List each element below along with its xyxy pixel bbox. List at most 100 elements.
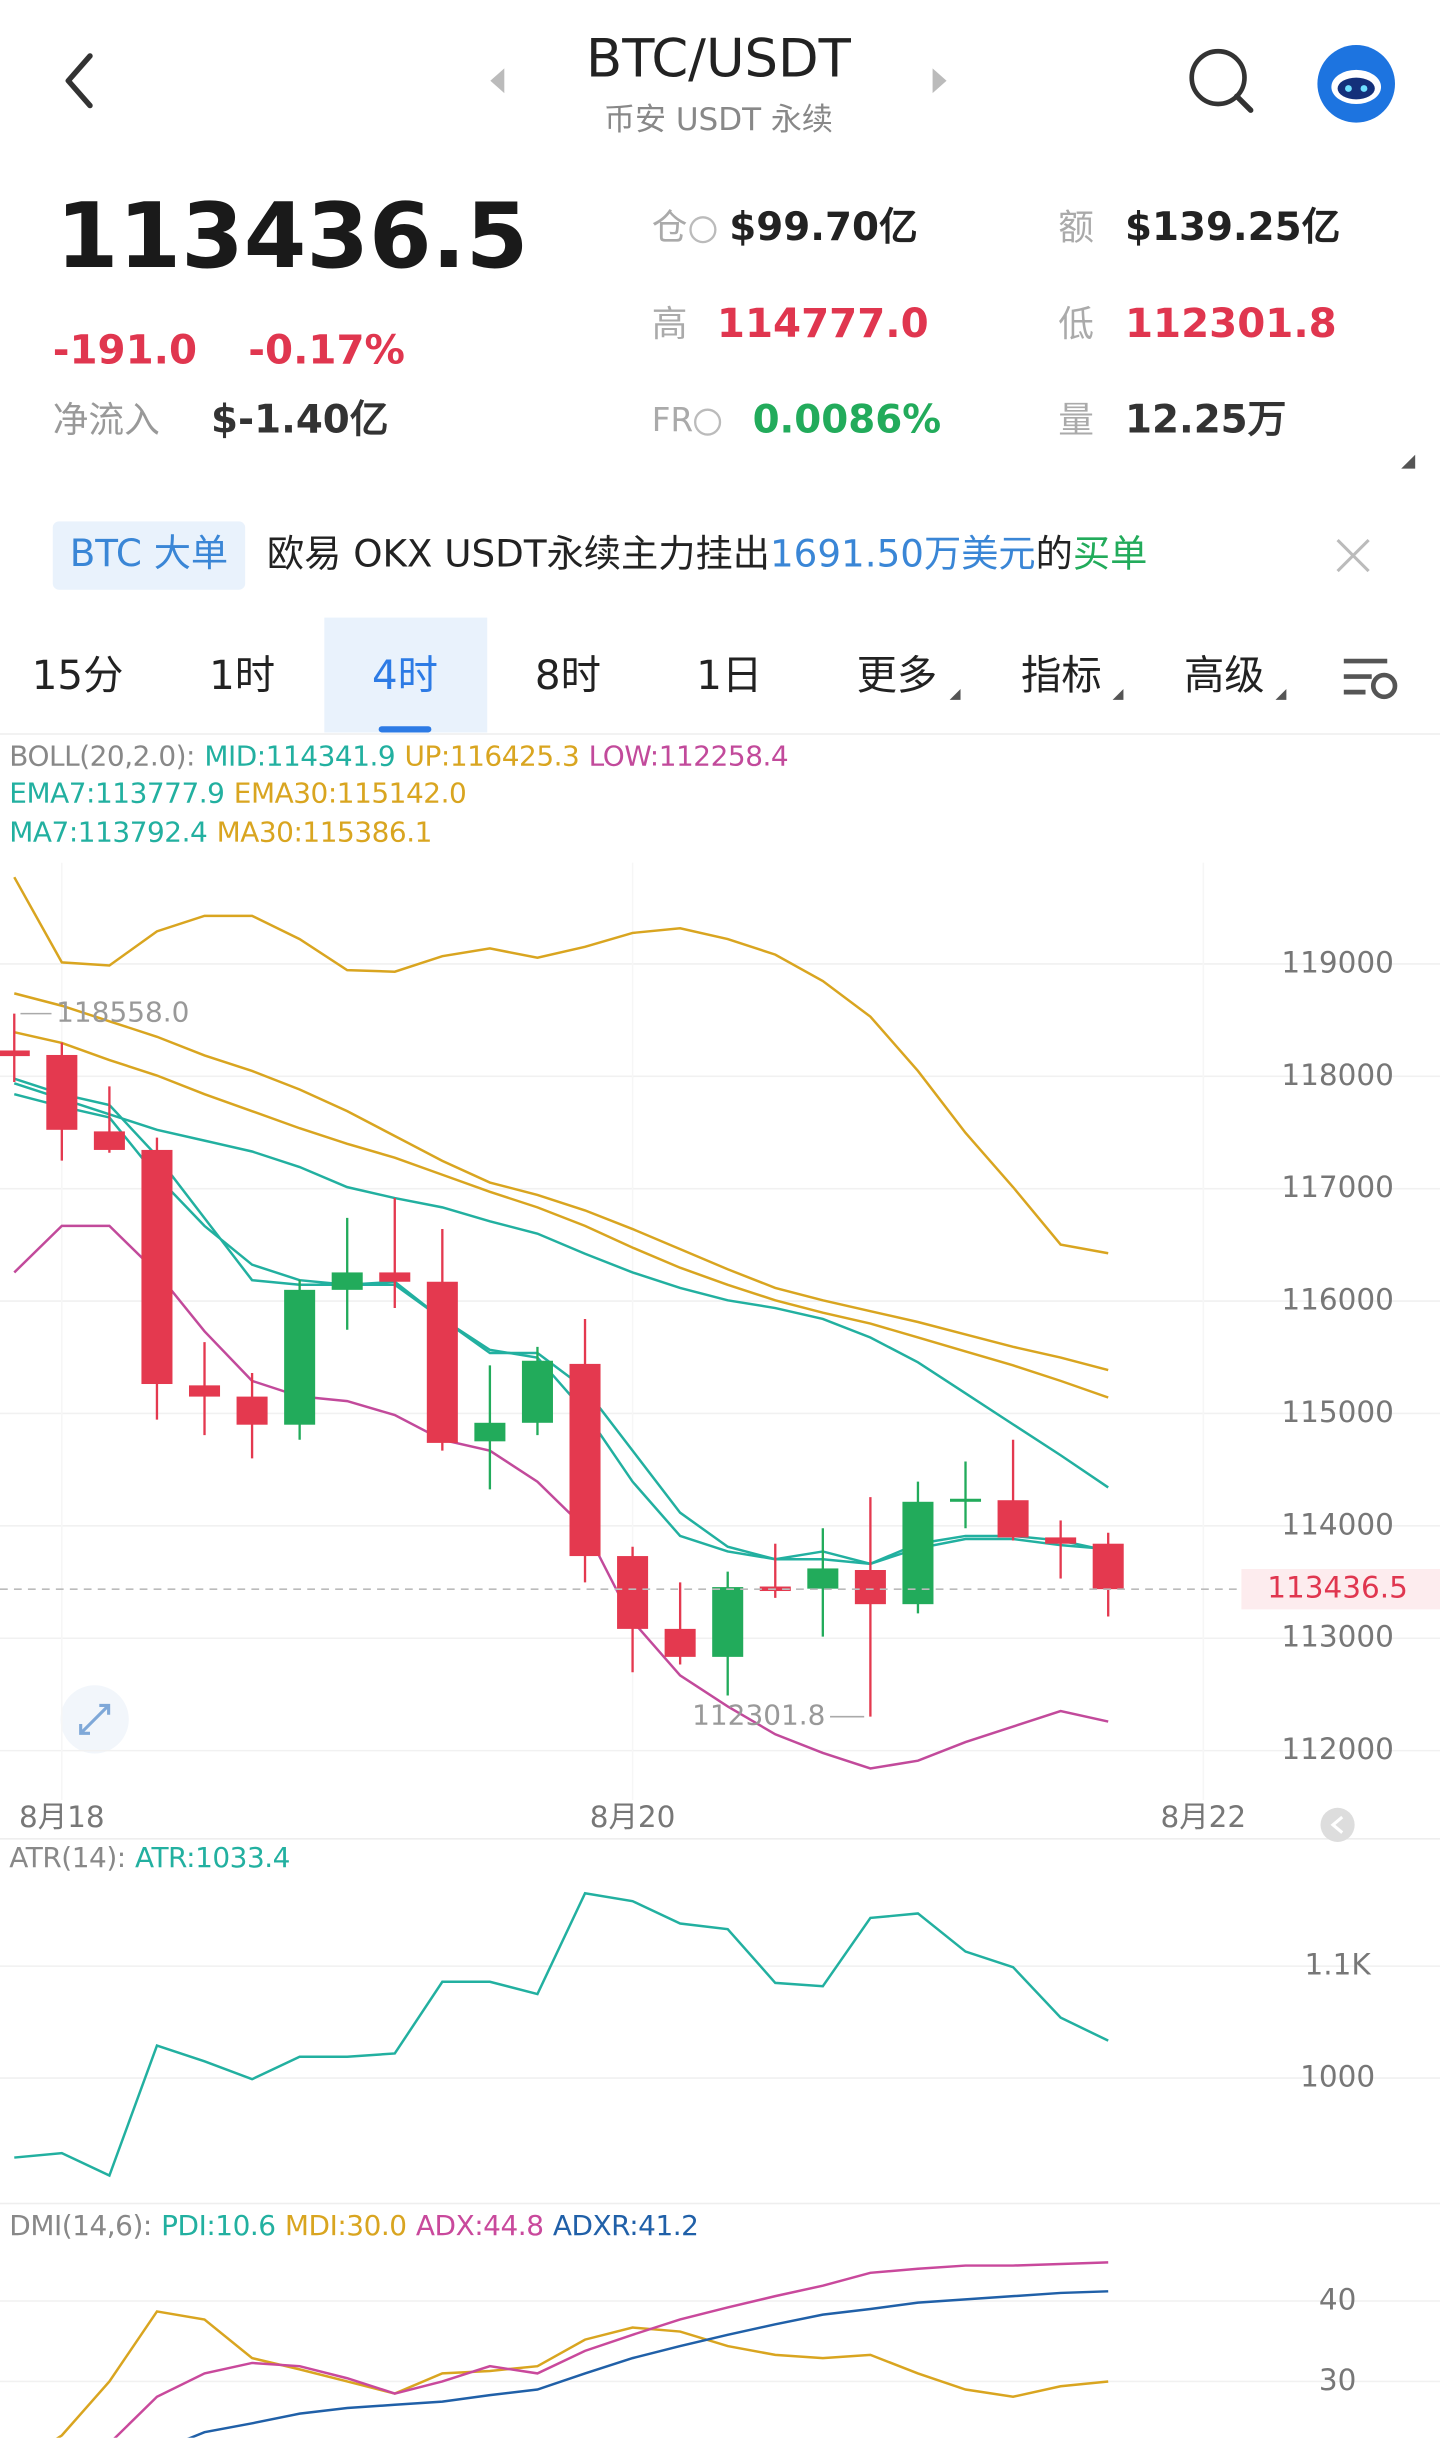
- stat-label: 量: [1058, 400, 1094, 441]
- avatar-visor: [1337, 77, 1375, 100]
- x-tick-label: 8月20: [590, 1800, 676, 1834]
- stat-value: $139.25亿: [1125, 205, 1340, 250]
- last-price-bg: [1241, 1568, 1440, 1610]
- chart-settings[interactable]: [1343, 658, 1398, 700]
- candle-body: [141, 1149, 173, 1385]
- banner-close[interactable]: [1336, 538, 1370, 573]
- next-symbol[interactable]: [932, 68, 947, 94]
- indicator-line: [13, 1224, 1109, 1770]
- candle-body: [617, 1556, 649, 1629]
- active-tab-bg: [324, 617, 488, 733]
- legend-item: MID:114341.9: [204, 739, 395, 772]
- tab[interactable]: 4时: [372, 652, 438, 699]
- candle-body: [569, 1363, 601, 1557]
- indicator-line: [13, 992, 1109, 1372]
- price-change: -191.0: [53, 326, 197, 373]
- candle-body: [950, 1498, 982, 1502]
- chart-panel: 1000 1.1K: [0, 1891, 1440, 2178]
- stat-value: 0.0086%: [753, 398, 942, 443]
- tab[interactable]: 15分: [32, 652, 124, 699]
- legend-item: PDI:10.6: [161, 2209, 275, 2242]
- stat-label: FR: [652, 401, 693, 439]
- last-price: 113436.5: [56, 184, 529, 289]
- info-icon[interactable]: [694, 408, 722, 436]
- active-tab-indicator: [378, 726, 432, 733]
- scroll-latest-bg: [1320, 1807, 1355, 1842]
- candle-body: [426, 1281, 458, 1443]
- tab[interactable]: 1时: [209, 652, 275, 699]
- y-tick-label: 113000: [1281, 1620, 1394, 1654]
- candle-body: [284, 1289, 316, 1425]
- tab[interactable]: 1日: [696, 652, 762, 699]
- candle-body: [0, 1050, 30, 1057]
- candle-body: [712, 1587, 744, 1657]
- last-price-label: 113436.5: [1267, 1571, 1408, 1605]
- candle-body: [1092, 1543, 1124, 1590]
- stat-value: 112301.8: [1125, 300, 1337, 347]
- scroll-latest-icon: [1330, 1815, 1344, 1834]
- banner-amount: 1691.50万美元: [770, 531, 1036, 575]
- candle-body: [1045, 1537, 1077, 1544]
- settings-icon: [1370, 672, 1398, 700]
- legend-item: UP:116425.3: [405, 739, 580, 772]
- prev-symbol[interactable]: [490, 68, 505, 94]
- tab[interactable]: 8时: [535, 652, 601, 699]
- candle-body: [807, 1568, 839, 1589]
- indicator-legend: BOLL(20,2.0): MID:114341.9 UP:116425.3 LOW:…: [9, 739, 788, 772]
- y-tick-label: 119000: [1281, 945, 1394, 979]
- legend-item: ADX:44.8: [416, 2209, 544, 2242]
- tab[interactable]: 更多: [857, 652, 938, 699]
- y-tick-label: 1.1K: [1304, 1948, 1371, 1982]
- scroll-latest-button[interactable]: [1320, 1807, 1355, 1842]
- banner-part: 欧易 OKX USDT永续主力挂出: [267, 531, 770, 575]
- chart-panel: 112000 113000 114000 115000 116000 117000 1180…: [0, 862, 1440, 1834]
- candle-body: [331, 1272, 363, 1290]
- legend-item: LOW:112258.4: [589, 739, 789, 772]
- legend-item: MA7:113792.4: [9, 815, 207, 848]
- banner-part: 的: [1036, 531, 1073, 575]
- net-inflow-label: 净流入: [53, 400, 160, 441]
- avatar-eye: [1345, 85, 1352, 92]
- banner-tag: BTC 大单: [70, 531, 228, 575]
- x-tick-label: 8月22: [1160, 1800, 1246, 1834]
- candle-body: [236, 1396, 268, 1425]
- legend-item: MDI:30.0: [285, 2209, 407, 2242]
- max-marker-label: 118558.0: [56, 996, 189, 1029]
- candle-body: [854, 1570, 886, 1605]
- y-tick-label: 30: [1319, 2363, 1357, 2397]
- indicator-name: BOLL(20,2.0):: [9, 739, 195, 772]
- candle-body: [379, 1272, 411, 1282]
- search-button[interactable]: [1189, 48, 1254, 113]
- chart-panel: 30 40: [0, 2261, 1440, 2438]
- x-tick-label: 8月18: [19, 1800, 105, 1834]
- tab[interactable]: 指标: [1021, 652, 1102, 699]
- indicator-line: [13, 1082, 1109, 1489]
- indicator-line: [13, 876, 1109, 1255]
- y-tick-label: 114000: [1281, 1507, 1394, 1541]
- fullscreen-button[interactable]: [60, 1685, 129, 1754]
- candle-body: [902, 1501, 934, 1605]
- stat-label: 额: [1058, 208, 1094, 249]
- y-tick-label: 115000: [1281, 1395, 1394, 1429]
- indicator-legend: MA7:113792.4 MA30:115386.1: [9, 815, 432, 848]
- indicator-line: [14, 1030, 1109, 1399]
- candle-body: [93, 1131, 125, 1150]
- banner-text[interactable]: 欧易 OKX USDT永续主力挂出1691.50万美元的买单: [267, 531, 1147, 575]
- info-icon[interactable]: [689, 216, 717, 244]
- indicator-legend: ATR(14): ATR:1033.4: [9, 1841, 290, 1874]
- banner-tag-bg: [52, 521, 246, 590]
- avatar-eye: [1360, 85, 1368, 92]
- back-button[interactable]: [65, 53, 93, 109]
- indicator-name: DMI(14,6):: [9, 2209, 152, 2242]
- indicator-line: [113, 2261, 1109, 2438]
- stat-label: 低: [1058, 304, 1094, 345]
- legend-item: EMA30:115142.0: [234, 777, 466, 810]
- expand-corner[interactable]: [1401, 454, 1416, 469]
- legend-item: ADXR:41.2: [553, 2209, 699, 2242]
- y-tick-label: 116000: [1281, 1283, 1394, 1317]
- assistant-avatar[interactable]: [1317, 45, 1395, 123]
- tab[interactable]: 高级: [1184, 652, 1265, 699]
- close-icon: [1336, 538, 1370, 573]
